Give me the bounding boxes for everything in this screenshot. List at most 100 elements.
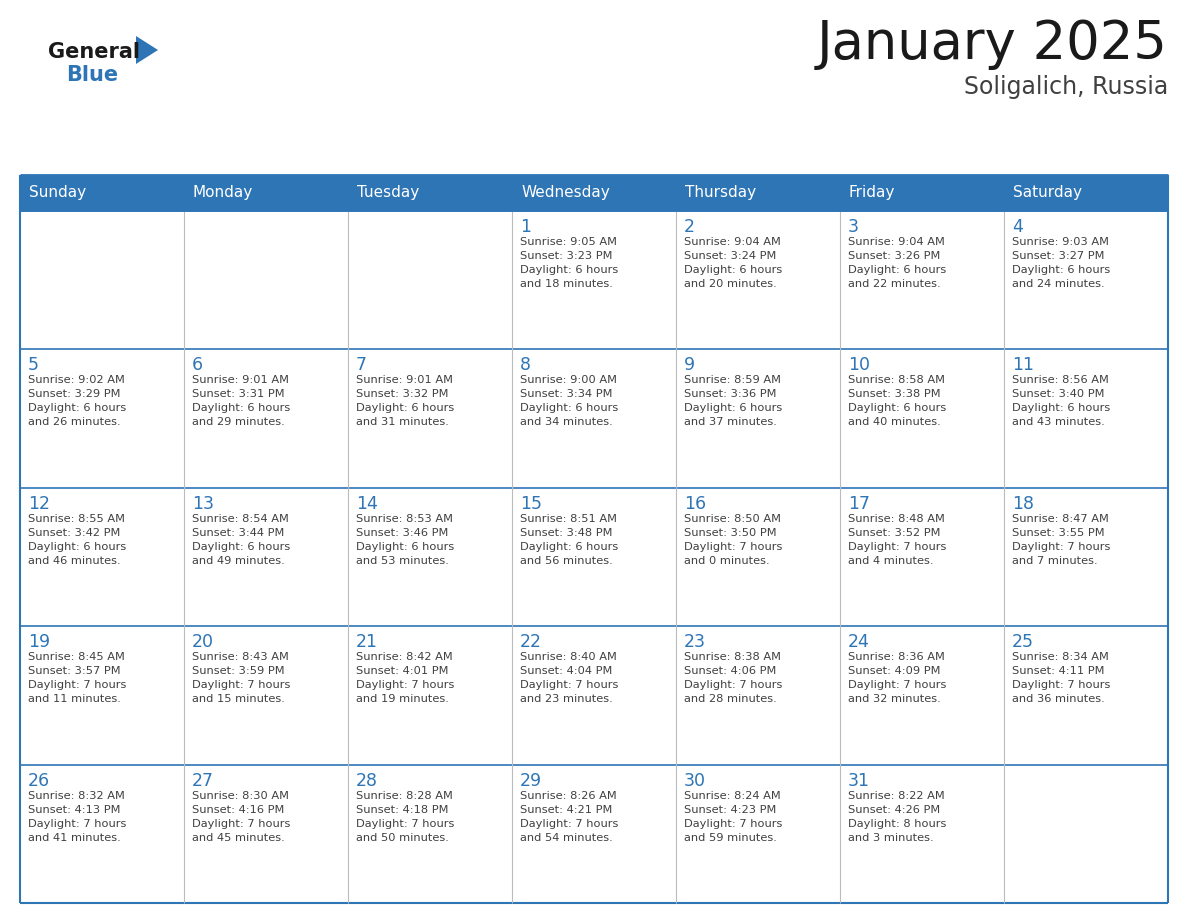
Text: Sunrise: 9:03 AM
Sunset: 3:27 PM
Daylight: 6 hours
and 24 minutes.: Sunrise: 9:03 AM Sunset: 3:27 PM Dayligh… [1012,237,1111,289]
Text: 16: 16 [684,495,706,513]
Text: Sunrise: 9:01 AM
Sunset: 3:32 PM
Daylight: 6 hours
and 31 minutes.: Sunrise: 9:01 AM Sunset: 3:32 PM Dayligh… [356,375,454,428]
Text: Sunrise: 9:00 AM
Sunset: 3:34 PM
Daylight: 6 hours
and 34 minutes.: Sunrise: 9:00 AM Sunset: 3:34 PM Dayligh… [520,375,618,428]
Text: Sunrise: 8:51 AM
Sunset: 3:48 PM
Daylight: 6 hours
and 56 minutes.: Sunrise: 8:51 AM Sunset: 3:48 PM Dayligh… [520,514,618,565]
Text: 30: 30 [684,772,706,789]
Text: Sunrise: 8:38 AM
Sunset: 4:06 PM
Daylight: 7 hours
and 28 minutes.: Sunrise: 8:38 AM Sunset: 4:06 PM Dayligh… [684,652,783,704]
Bar [676,175,840,211]
Text: Sunrise: 8:50 AM
Sunset: 3:50 PM
Daylight: 7 hours
and 0 minutes.: Sunrise: 8:50 AM Sunset: 3:50 PM Dayligh… [684,514,783,565]
Text: Sunrise: 8:42 AM
Sunset: 4:01 PM
Daylight: 7 hours
and 19 minutes.: Sunrise: 8:42 AM Sunset: 4:01 PM Dayligh… [356,652,454,704]
Text: Blue: Blue [67,65,118,85]
Text: 18: 18 [1012,495,1034,513]
Text: 9: 9 [684,356,695,375]
Text: 1: 1 [520,218,531,236]
Bar [1004,626,1168,765]
Bar [348,626,512,765]
Bar [840,211,1004,350]
Bar [676,626,840,765]
Bar [184,350,348,487]
Text: General: General [48,42,140,62]
Text: 12: 12 [29,495,50,513]
Bar [20,350,184,487]
Bar [348,765,512,903]
Text: 6: 6 [192,356,203,375]
Text: Sunrise: 8:43 AM
Sunset: 3:59 PM
Daylight: 7 hours
and 15 minutes.: Sunrise: 8:43 AM Sunset: 3:59 PM Dayligh… [192,652,290,704]
Text: 3: 3 [848,218,859,236]
Bar [840,626,1004,765]
Text: 2: 2 [684,218,695,236]
Text: January 2025: January 2025 [817,18,1168,70]
Text: 11: 11 [1012,356,1034,375]
Bar [1004,175,1168,211]
Bar [676,487,840,626]
Text: 4: 4 [1012,218,1023,236]
Text: 17: 17 [848,495,870,513]
Text: 10: 10 [848,356,870,375]
Text: Sunrise: 8:40 AM
Sunset: 4:04 PM
Daylight: 7 hours
and 23 minutes.: Sunrise: 8:40 AM Sunset: 4:04 PM Dayligh… [520,652,619,704]
Text: 13: 13 [192,495,214,513]
Bar [348,175,512,211]
Text: Sunrise: 8:55 AM
Sunset: 3:42 PM
Daylight: 6 hours
and 46 minutes.: Sunrise: 8:55 AM Sunset: 3:42 PM Dayligh… [29,514,126,565]
Bar [840,765,1004,903]
Bar [840,175,1004,211]
Text: Sunrise: 8:48 AM
Sunset: 3:52 PM
Daylight: 7 hours
and 4 minutes.: Sunrise: 8:48 AM Sunset: 3:52 PM Dayligh… [848,514,947,565]
Text: Sunrise: 8:53 AM
Sunset: 3:46 PM
Daylight: 6 hours
and 53 minutes.: Sunrise: 8:53 AM Sunset: 3:46 PM Dayligh… [356,514,454,565]
Text: Thursday: Thursday [685,185,756,200]
Text: 19: 19 [29,633,50,651]
Text: Soligalich, Russia: Soligalich, Russia [963,75,1168,99]
Bar [1004,765,1168,903]
Text: Sunrise: 9:02 AM
Sunset: 3:29 PM
Daylight: 6 hours
and 26 minutes.: Sunrise: 9:02 AM Sunset: 3:29 PM Dayligh… [29,375,126,428]
Bar [1004,350,1168,487]
Text: 14: 14 [356,495,378,513]
Text: Sunrise: 8:34 AM
Sunset: 4:11 PM
Daylight: 7 hours
and 36 minutes.: Sunrise: 8:34 AM Sunset: 4:11 PM Dayligh… [1012,652,1111,704]
Text: 29: 29 [520,772,542,789]
Bar [184,211,348,350]
Bar [184,765,348,903]
Text: Sunrise: 8:54 AM
Sunset: 3:44 PM
Daylight: 6 hours
and 49 minutes.: Sunrise: 8:54 AM Sunset: 3:44 PM Dayligh… [192,514,290,565]
Bar [512,211,676,350]
Text: Sunrise: 8:58 AM
Sunset: 3:38 PM
Daylight: 6 hours
and 40 minutes.: Sunrise: 8:58 AM Sunset: 3:38 PM Dayligh… [848,375,947,428]
Text: Sunrise: 8:45 AM
Sunset: 3:57 PM
Daylight: 7 hours
and 11 minutes.: Sunrise: 8:45 AM Sunset: 3:57 PM Dayligh… [29,652,126,704]
Bar [512,626,676,765]
Text: 27: 27 [192,772,214,789]
Polygon shape [135,36,158,64]
Text: Sunrise: 8:26 AM
Sunset: 4:21 PM
Daylight: 7 hours
and 54 minutes.: Sunrise: 8:26 AM Sunset: 4:21 PM Dayligh… [520,790,619,843]
Bar [20,487,184,626]
Text: 25: 25 [1012,633,1034,651]
Text: Sunrise: 8:22 AM
Sunset: 4:26 PM
Daylight: 8 hours
and 3 minutes.: Sunrise: 8:22 AM Sunset: 4:26 PM Dayligh… [848,790,947,843]
Text: Sunrise: 9:05 AM
Sunset: 3:23 PM
Daylight: 6 hours
and 18 minutes.: Sunrise: 9:05 AM Sunset: 3:23 PM Dayligh… [520,237,618,289]
Text: Sunrise: 8:28 AM
Sunset: 4:18 PM
Daylight: 7 hours
and 50 minutes.: Sunrise: 8:28 AM Sunset: 4:18 PM Dayligh… [356,790,454,843]
Text: Wednesday: Wednesday [522,185,609,200]
Bar [184,175,348,211]
Bar [20,211,184,350]
Text: Monday: Monday [192,185,253,200]
Text: 28: 28 [356,772,378,789]
Text: Friday: Friday [849,185,896,200]
Text: 8: 8 [520,356,531,375]
Bar [512,765,676,903]
Bar [512,487,676,626]
Text: 5: 5 [29,356,39,375]
Text: 23: 23 [684,633,706,651]
Bar [20,626,184,765]
Bar [512,350,676,487]
Bar [676,350,840,487]
Bar [840,350,1004,487]
Bar [1004,487,1168,626]
Bar [676,211,840,350]
Bar [348,487,512,626]
Text: Sunrise: 8:56 AM
Sunset: 3:40 PM
Daylight: 6 hours
and 43 minutes.: Sunrise: 8:56 AM Sunset: 3:40 PM Dayligh… [1012,375,1111,428]
Text: 24: 24 [848,633,870,651]
Bar [512,175,676,211]
Bar [348,350,512,487]
Text: 31: 31 [848,772,870,789]
Text: Sunday: Sunday [29,185,86,200]
Text: 20: 20 [192,633,214,651]
Text: Sunrise: 8:24 AM
Sunset: 4:23 PM
Daylight: 7 hours
and 59 minutes.: Sunrise: 8:24 AM Sunset: 4:23 PM Dayligh… [684,790,783,843]
Text: 26: 26 [29,772,50,789]
Text: 21: 21 [356,633,378,651]
Text: 7: 7 [356,356,367,375]
Text: Sunrise: 8:59 AM
Sunset: 3:36 PM
Daylight: 6 hours
and 37 minutes.: Sunrise: 8:59 AM Sunset: 3:36 PM Dayligh… [684,375,782,428]
Bar [1004,211,1168,350]
Text: Sunrise: 8:32 AM
Sunset: 4:13 PM
Daylight: 7 hours
and 41 minutes.: Sunrise: 8:32 AM Sunset: 4:13 PM Dayligh… [29,790,126,843]
Text: Sunrise: 9:04 AM
Sunset: 3:24 PM
Daylight: 6 hours
and 20 minutes.: Sunrise: 9:04 AM Sunset: 3:24 PM Dayligh… [684,237,782,289]
